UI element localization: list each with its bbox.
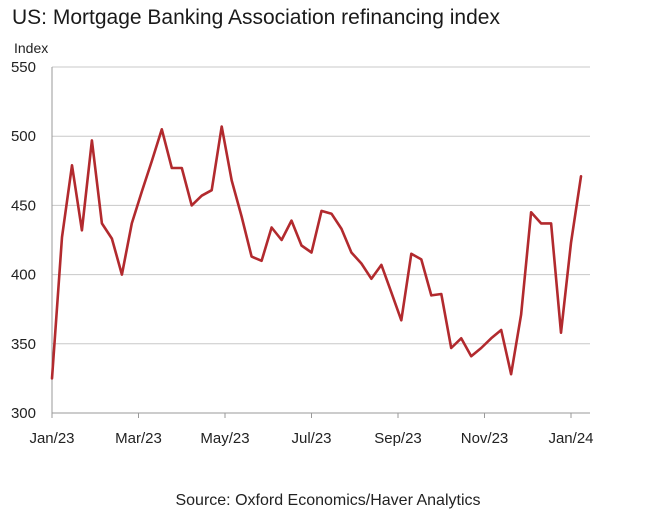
chart-title: US: Mortgage Banking Association refinan…	[12, 6, 500, 29]
y-tick-label-400: 400	[11, 267, 36, 284]
x-tick-label-1: Mar/23	[115, 430, 162, 447]
y-tick-labels: 300 350 400 450 500 550	[11, 59, 36, 422]
x-tick-label-3: Jul/23	[291, 430, 331, 447]
source-note: Source: Oxford Economics/Haver Analytics	[175, 492, 481, 509]
series-group	[50, 125, 583, 380]
y-tick-label-500: 500	[11, 128, 36, 145]
x-tick-label-6: Jan/24	[548, 430, 593, 447]
y-tick-label-550: 550	[11, 59, 36, 76]
gridlines	[51, 66, 590, 418]
y-tick-label-450: 450	[11, 197, 36, 214]
y-tick-label-350: 350	[11, 336, 36, 353]
x-tick-label-4: Sep/23	[374, 430, 422, 447]
series-line-0	[50, 125, 583, 380]
x-tick-label-5: Nov/23	[461, 430, 509, 447]
x-tick-label-2: May/23	[200, 430, 249, 447]
y-tick-label-300: 300	[11, 405, 36, 422]
x-tick-labels: Jan/23 Mar/23 May/23 Jul/23 Sep/23 Nov/23 Jan/…	[29, 430, 593, 447]
x-tick-label-0: Jan/23	[29, 430, 74, 447]
y-axis-label: Index	[14, 40, 48, 56]
